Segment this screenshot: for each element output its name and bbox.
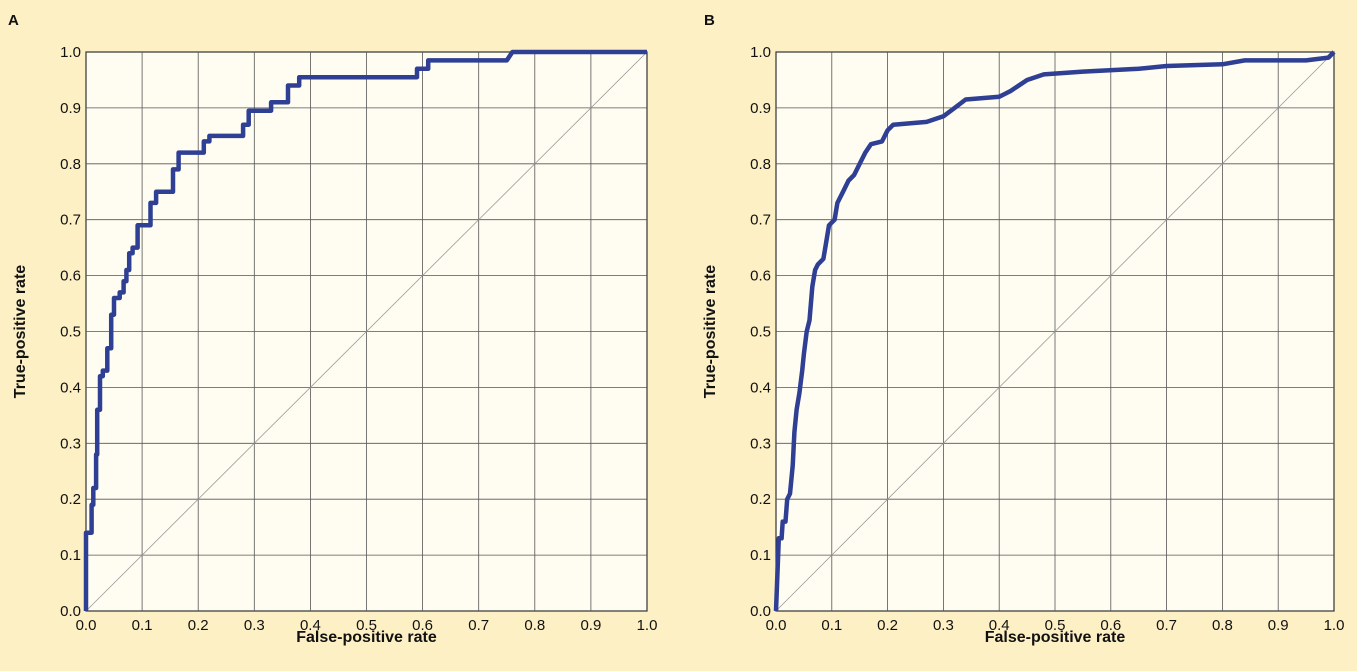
x-tick-label: 0.5	[1045, 617, 1066, 634]
y-tick-label: 0.8	[750, 156, 771, 173]
x-tick-label: 0.8	[1212, 617, 1233, 634]
y-tick-label: 0.9	[750, 100, 771, 117]
x-tick-label: 0.6	[412, 617, 433, 634]
x-tick-label: 0.8	[524, 617, 545, 634]
chance-diagonal-line	[85, 51, 648, 612]
y-tick-label: 0.0	[60, 603, 81, 620]
x-tick-label: 0.0	[766, 617, 787, 634]
y-tick-label: 0.0	[750, 603, 771, 620]
x-tick-label: 0.7	[1156, 617, 1177, 634]
roc-curve	[773, 50, 1336, 612]
x-tick-label: 0.3	[244, 617, 265, 634]
y-tick-label: 0.3	[750, 435, 771, 452]
x-tick-label: 0.2	[188, 617, 209, 634]
y-axis-label: True-positive rate	[12, 265, 29, 398]
y-tick-label: 0.7	[750, 212, 771, 229]
y-tick-label: 0.4	[60, 379, 81, 396]
y-tick-label: 0.5	[750, 324, 771, 341]
x-tick-label: 0.6	[1100, 617, 1121, 634]
y-tick-label: 0.9	[60, 100, 81, 117]
x-tick-label: 0.0	[76, 617, 97, 634]
y-tick-label: 0.8	[60, 156, 81, 173]
x-tick-label: 0.4	[989, 617, 1010, 634]
x-tick-label: 0.4	[300, 617, 321, 634]
x-tick-label: 1.0	[1324, 617, 1345, 634]
x-tick-label: 0.1	[132, 617, 153, 634]
x-tick-label: 0.9	[1268, 617, 1289, 634]
x-tick-label: 0.1	[821, 617, 842, 634]
y-tick-label: 0.3	[60, 435, 81, 452]
y-axis-label: True-positive rate	[702, 265, 719, 398]
panel-b: B 0.0 0.1 0.2 0.3 0.4 0.5 0.6 0.7 0.8 0.9 1.0 0.0 0.1…	[702, 12, 1344, 646]
y-tick-label: 0.1	[60, 547, 81, 564]
x-axis-label: False-positive rate	[985, 629, 1126, 646]
x-tick-label: 0.2	[877, 617, 898, 634]
x-tick-label: 0.5	[356, 617, 377, 634]
x-axis-label: False-positive rate	[296, 629, 437, 646]
chance-diagonal-line	[775, 51, 1335, 612]
x-tick-label: 0.9	[580, 617, 601, 634]
roc-curve	[83, 49, 647, 611]
y-tick-label: 1.0	[60, 44, 81, 61]
panel-a: A 0.0 0.1 0.2 0.3 0.4 0.5 0.6 0.7 0.8 0.9 1.0 0.0 0.1…	[8, 12, 657, 646]
y-tick-label: 0.2	[750, 491, 771, 508]
y-tick-label: 0.6	[750, 268, 771, 285]
y-tick-label: 0.6	[60, 268, 81, 285]
y-tick-label: 0.4	[750, 379, 771, 396]
x-tick-label: 0.7	[468, 617, 489, 634]
y-tick-label: 0.1	[750, 547, 771, 564]
panel-letter: B	[704, 12, 715, 29]
y-tick-label: 0.7	[60, 212, 81, 229]
x-tick-label: 1.0	[637, 617, 658, 634]
panel-letter: A	[8, 12, 19, 29]
y-tick-label: 1.0	[750, 44, 771, 61]
y-tick-label: 0.2	[60, 491, 81, 508]
x-tick-label: 0.3	[933, 617, 954, 634]
y-tick-label: 0.5	[60, 324, 81, 341]
